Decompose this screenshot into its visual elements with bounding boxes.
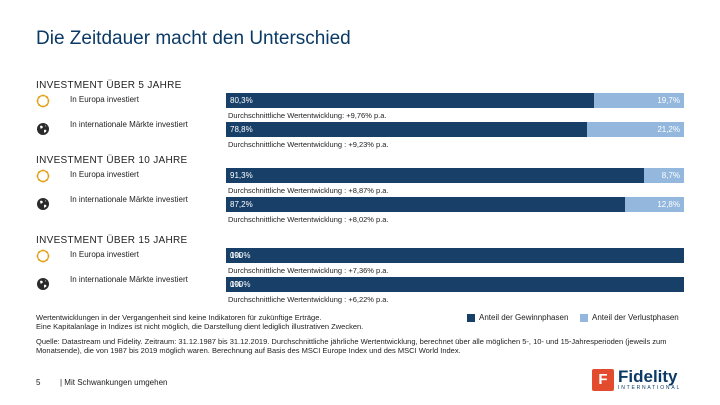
bar-row: 87,2% 12,8%	[226, 197, 684, 212]
legend-loss-swatch	[580, 313, 588, 322]
europe-coin-icon	[36, 169, 50, 183]
bar-loss-label: 21,2%	[657, 125, 680, 134]
bar-gain-label: 80,3%	[230, 96, 253, 105]
bar-gain-label: 87,2%	[230, 200, 253, 209]
row-label: In internationale Märkte investiert	[70, 120, 188, 129]
average-return: Durchschnittliche Wertentwicklung : +8,0…	[228, 215, 389, 224]
footnote: Wertentwicklungen in der Vergangenheit s…	[36, 313, 363, 331]
average-return: Durchschnittliche Wertentwicklung : +7,3…	[228, 266, 389, 275]
source-note: Quelle: Datastream und Fidelity. Zeitrau…	[36, 337, 667, 355]
globe-icon	[36, 277, 50, 291]
bar-row: 80,3% 19,7%	[226, 93, 684, 108]
europe-coin-icon	[36, 94, 50, 108]
section-heading: INVESTMENT ÜBER 15 JAHRE	[36, 235, 188, 246]
fidelity-logo-mark: F	[592, 368, 614, 391]
globe-icon	[36, 122, 50, 136]
row-label: In Europa investiert	[70, 95, 139, 104]
bar-loss-label: 0%	[230, 280, 242, 289]
bar-loss-label: 8,7%	[661, 171, 680, 180]
section-heading: INVESTMENT ÜBER 5 JAHRE	[36, 80, 182, 91]
bar-gain-segment: 100% 0%	[226, 277, 684, 292]
bar-row: 91,3% 8,7%	[226, 168, 684, 183]
page-number: 5	[36, 378, 41, 387]
bar-gain-label: 100%	[230, 251, 251, 260]
bar-loss-label: 19,7%	[657, 96, 680, 105]
bar-gain-segment: 80,3%	[226, 93, 594, 108]
row-label: In Europa investiert	[70, 250, 139, 259]
bar-loss-segment: 21,2%	[586, 122, 684, 137]
row-label: In Europa investiert	[70, 170, 139, 179]
bar-loss-label: 0%	[230, 251, 242, 260]
fidelity-logo: F Fidelity INTERNATIONAL	[592, 368, 681, 391]
bar-gain-label: 78,8%	[230, 125, 253, 134]
average-return: Durchschnittliche Wertentwicklung : +6,2…	[228, 295, 389, 304]
fidelity-logo-sub: INTERNATIONAL	[618, 385, 682, 391]
bar-gain-segment: 91,3%	[226, 168, 645, 183]
slide-footer-title: | Mit Schwankungen umgehen	[60, 378, 168, 387]
average-return: Durchschnittliche Wertentwicklung: +9,76…	[228, 111, 387, 120]
globe-icon	[36, 197, 50, 211]
bar-row: 78,8% 21,2%	[226, 122, 684, 137]
bar-gain-segment: 100% 0%	[226, 248, 684, 263]
bar-loss-segment: 8,7%	[644, 168, 684, 183]
legend-gain-label: Anteil der Gewinnphasen	[479, 313, 569, 322]
legend-gain-swatch	[467, 313, 475, 322]
bar-row: 100% 0%	[226, 277, 684, 292]
bar-loss-segment: 12,8%	[625, 197, 684, 212]
row-label: In internationale Märkte investiert	[70, 195, 188, 204]
legend-loss-label: Anteil der Verlustphasen	[592, 313, 679, 322]
page-title: Die Zeitdauer macht den Unterschied	[36, 28, 351, 49]
bar-gain-segment: 78,8%	[226, 122, 587, 137]
section-heading: INVESTMENT ÜBER 10 JAHRE	[36, 155, 188, 166]
fidelity-logo-word: Fidelity	[618, 367, 678, 386]
europe-coin-icon	[36, 249, 50, 263]
legend-loss: Anteil der Verlustphasen	[580, 313, 679, 322]
average-return: Durchschnittliche Wertentwicklung : +8,8…	[228, 186, 389, 195]
bar-loss-segment: 19,7%	[593, 93, 684, 108]
bar-loss-label: 12,8%	[657, 200, 680, 209]
bar-gain-label: 91,3%	[230, 171, 253, 180]
bar-gain-segment: 87,2%	[226, 197, 626, 212]
row-label: In internationale Märkte investiert	[70, 275, 188, 284]
average-return: Durchschnittliche Wertentwicklung : +9,2…	[228, 140, 389, 149]
bar-gain-label: 100%	[230, 280, 251, 289]
legend-gain: Anteil der Gewinnphasen	[467, 313, 568, 322]
footnote-line-1: Wertentwicklungen in der Vergangenheit s…	[36, 313, 322, 322]
footnote-line-2: Eine Kapitalanlage in Indizes ist nicht …	[36, 322, 364, 331]
bar-row: 100% 0%	[226, 248, 684, 263]
